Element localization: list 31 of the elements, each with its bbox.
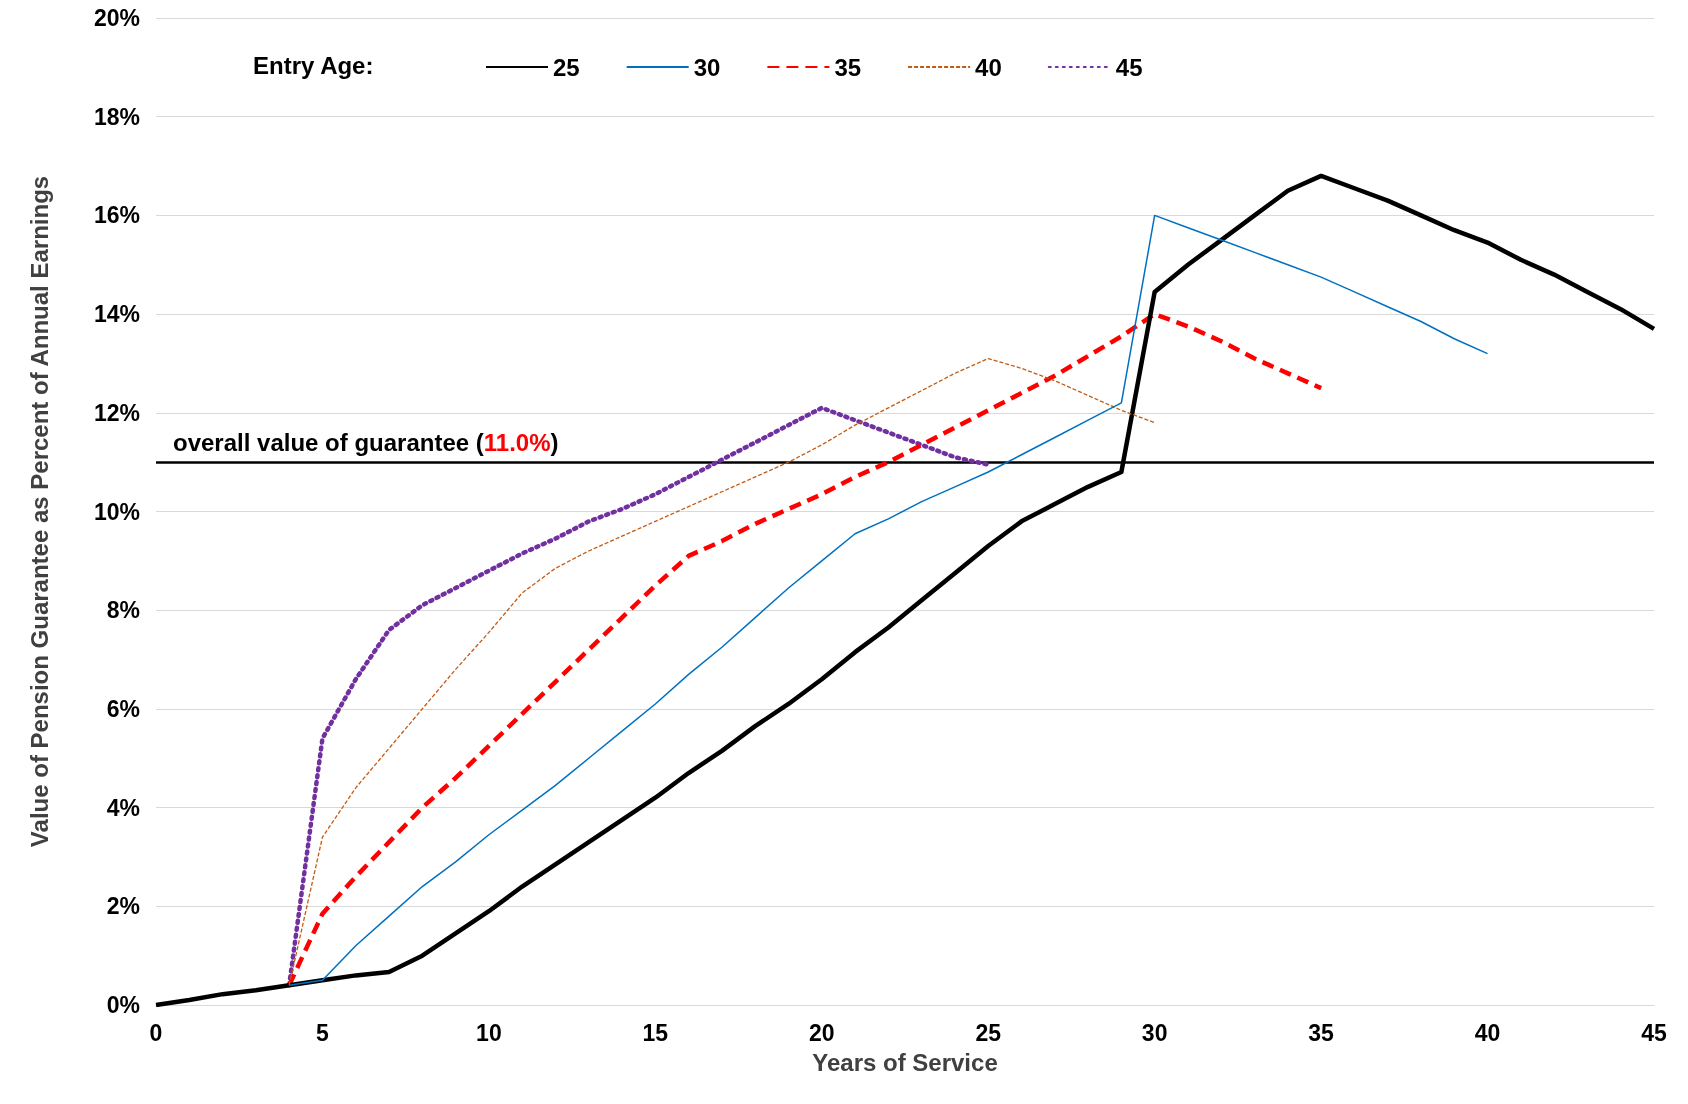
y-tick-label: 14% — [93, 301, 140, 328]
line-series — [153, 173, 1657, 1008]
x-tick-label: 20 — [808, 1019, 835, 1046]
y-tick-label: 4% — [106, 794, 140, 821]
y-tick-label: 0% — [106, 992, 140, 1018]
x-tick-label: 5 — [316, 1019, 330, 1046]
legend-label: 25 — [553, 53, 580, 81]
y-tick-label: 20% — [93, 5, 140, 31]
x-tick-label: 10 — [476, 1019, 502, 1046]
legend-label: 35 — [834, 53, 862, 81]
legend-title: Entry Age: — [253, 51, 374, 79]
x-tick-label: 25 — [975, 1019, 1002, 1046]
x-tick-label: 35 — [1308, 1019, 1335, 1046]
y-tick-label: 18% — [93, 103, 140, 130]
y-axis-title: Value of Pension Guarantee as Percent of Annual Earnings — [25, 175, 53, 848]
x-tick-label: 40 — [1474, 1019, 1501, 1046]
y-tick-label: 12% — [93, 399, 140, 426]
y-tick-label: 8% — [106, 597, 140, 624]
x-tick-label: 15 — [642, 1019, 669, 1046]
x-tick-label: 45 — [1641, 1019, 1667, 1046]
x-tick-label: 0 — [149, 1019, 163, 1046]
y-tick-label: 6% — [106, 695, 140, 722]
ref-line-label: overall value of guarantee (11.0%) — [173, 428, 559, 456]
legend-label: 40 — [975, 53, 1002, 81]
legend-label: 45 — [1115, 53, 1143, 81]
x-tick-label: 30 — [1141, 1019, 1168, 1046]
x-axis-title: Years of Service — [812, 1048, 998, 1076]
y-tick-label: 2% — [106, 893, 140, 920]
legend-label: 30 — [693, 53, 721, 81]
y-tick-label: 16% — [93, 202, 140, 229]
y-tick-label: 10% — [93, 498, 140, 525]
